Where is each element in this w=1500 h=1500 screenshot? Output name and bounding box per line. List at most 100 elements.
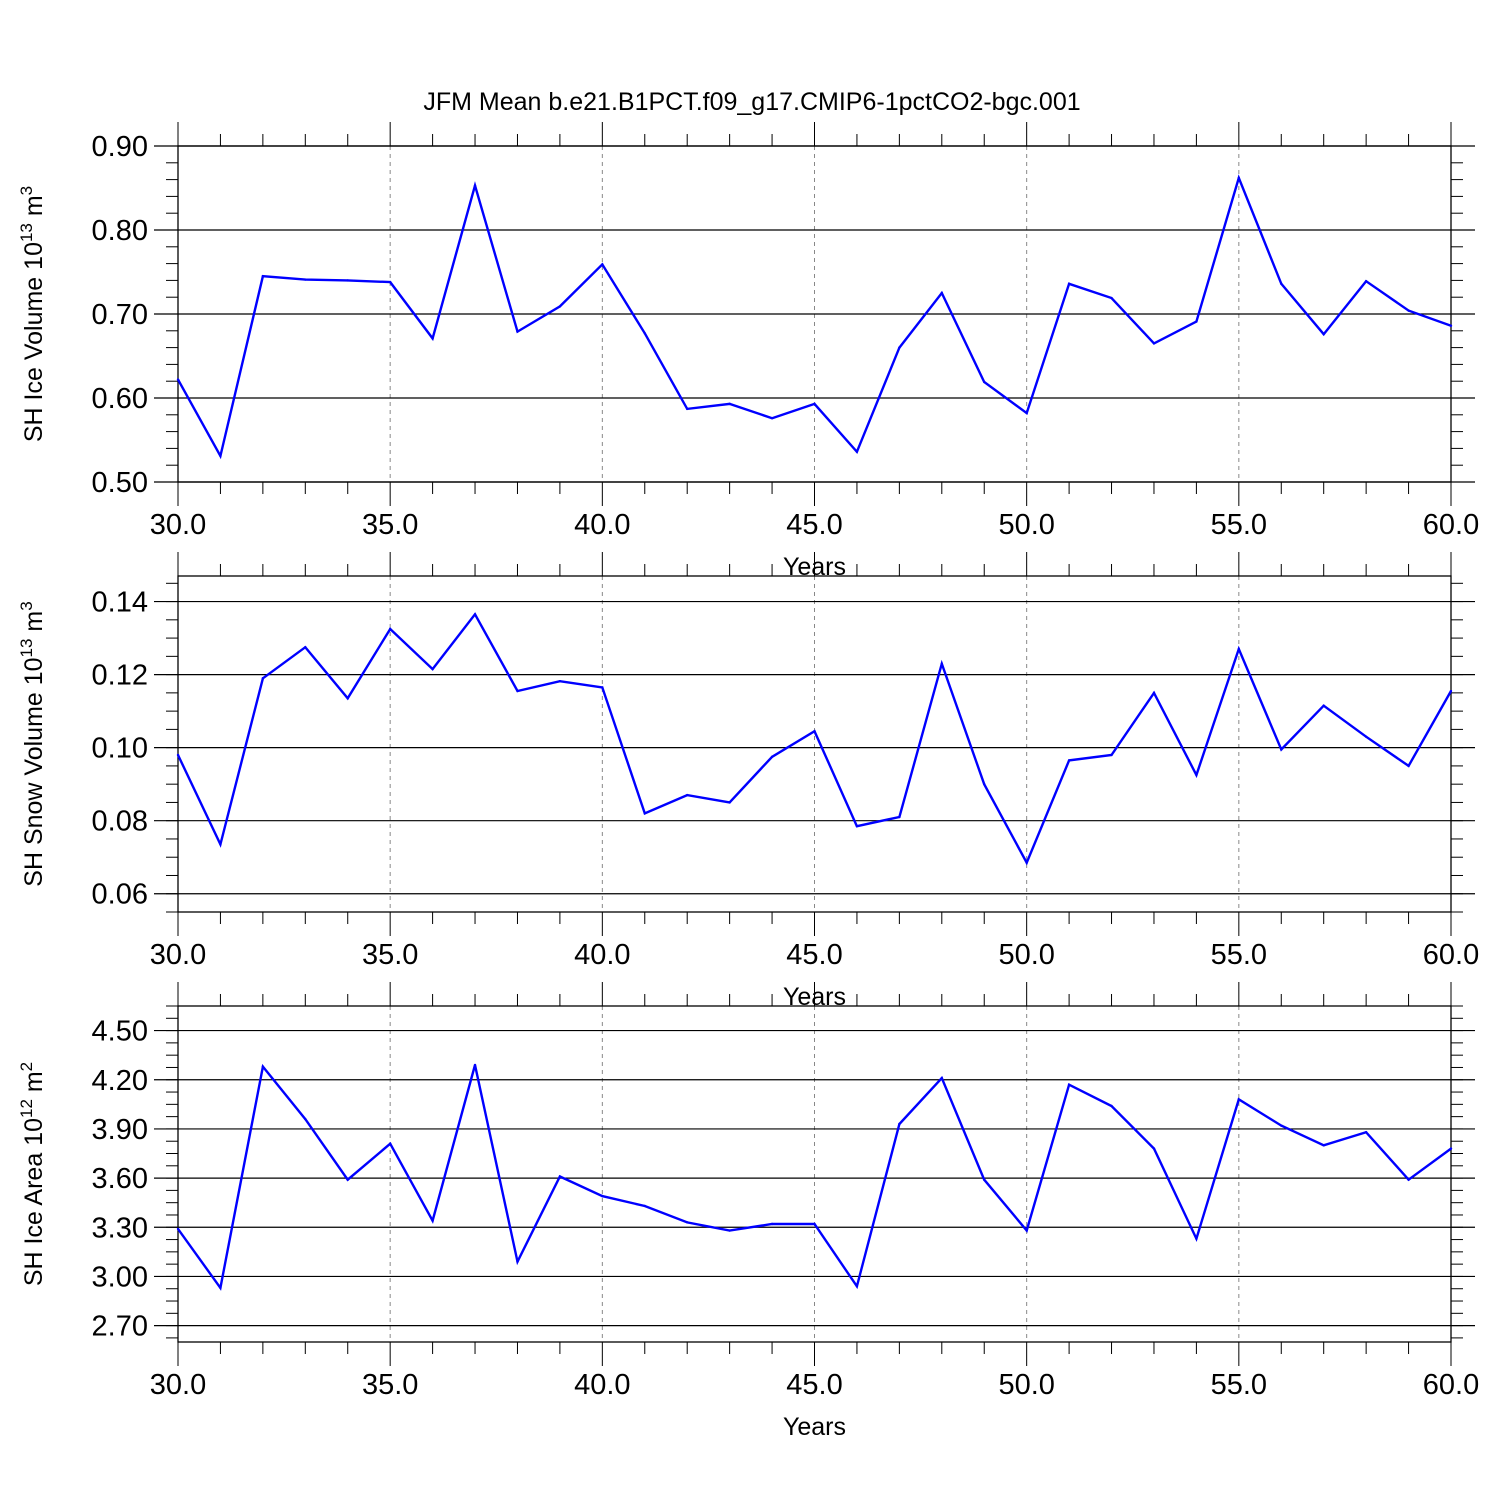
x-tick-label: 45.0 (786, 509, 842, 541)
y-tick-label: 0.90 (92, 131, 148, 163)
data-point (558, 679, 562, 683)
data-point (813, 730, 816, 733)
data-point (304, 1117, 307, 1121)
x-tick-label: 55.0 (1211, 939, 1267, 971)
data-point (1152, 342, 1156, 345)
data-point (1280, 748, 1283, 751)
x-tick-label: 30.0 (150, 1369, 206, 1401)
y-tick-label: 2.70 (92, 1311, 148, 1343)
x-tick-label: 40.0 (574, 509, 630, 541)
data-point (983, 782, 986, 786)
data-point (1449, 324, 1453, 327)
y-axis-title-exponent: 13 (17, 223, 36, 242)
x-tick-label: 40.0 (574, 939, 630, 971)
data-point (1237, 1098, 1241, 1101)
data-point (728, 402, 731, 406)
data-point (558, 1175, 562, 1178)
plot-frame (177, 575, 1452, 913)
data-point (983, 1178, 986, 1181)
y-tick-label: 0.14 (92, 587, 148, 619)
data-point (601, 686, 604, 689)
data-point (601, 1194, 604, 1198)
y-axis-title-unit-exponent: 3 (17, 601, 36, 610)
data-point (346, 1178, 349, 1181)
data-point (770, 1222, 774, 1226)
y-axis-title-exponent: 13 (17, 639, 36, 658)
data-point (643, 812, 646, 815)
data-point (601, 263, 604, 266)
data-point (1364, 1131, 1368, 1134)
data-point (176, 753, 180, 757)
y-tick-label: 3.90 (92, 1114, 148, 1146)
snow-volume-panel: 0.06 0.08 0.10 0.12 0.14 30.0 35.0 40.0 45.0 50.0… (17, 552, 1479, 1011)
data-point (219, 454, 222, 458)
data-point (431, 1219, 434, 1222)
data-point (1152, 691, 1156, 695)
data-point (1407, 764, 1410, 768)
data-point (176, 378, 180, 381)
data-point (1280, 1124, 1283, 1127)
data-point (1449, 1147, 1453, 1150)
data-point (770, 755, 774, 758)
data-point (940, 291, 943, 295)
data-point (898, 815, 901, 819)
x-tick-label: 30.0 (150, 939, 206, 971)
y-tick-label: 0.60 (92, 383, 148, 415)
x-axis-title: Years (783, 1413, 846, 1441)
data-point (1152, 1147, 1156, 1150)
y-axis-title: SH Ice Volume 1013 m3 (17, 186, 48, 442)
data-point (261, 677, 265, 680)
data-point (1364, 735, 1368, 738)
data-point (643, 1204, 646, 1208)
data-point (346, 697, 349, 700)
y-tick-label: 0.12 (92, 660, 148, 692)
y-tick-label: 0.06 (92, 879, 148, 911)
data-point (346, 279, 349, 282)
data-point (1364, 280, 1368, 283)
x-tick-label: 40.0 (574, 1369, 630, 1401)
data-point (516, 689, 519, 693)
data-point (1025, 1229, 1028, 1232)
data-point (940, 1076, 943, 1080)
data-point (1110, 753, 1113, 757)
data-point (813, 1222, 816, 1226)
x-tick-label: 60.0 (1423, 509, 1479, 541)
data-point (1025, 861, 1028, 864)
data-point (898, 1122, 901, 1126)
data-point (176, 1227, 180, 1231)
x-tick-label: 50.0 (998, 509, 1054, 541)
data-point (855, 450, 859, 453)
data-point (686, 1221, 689, 1224)
data-point (304, 278, 307, 281)
y-axis-title-unit: m (20, 1071, 48, 1099)
x-tick-label: 55.0 (1211, 509, 1267, 541)
data-point (643, 332, 646, 335)
y-axis-title-unit: m (20, 195, 48, 223)
y-tick-label: 0.80 (92, 215, 148, 247)
x-tick-label: 45.0 (786, 939, 842, 971)
x-tick-label: 60.0 (1423, 1369, 1479, 1401)
data-point (855, 824, 859, 828)
ice-volume-panel: 0.50 0.60 0.70 0.80 0.90 30.0 35.0 40.0 45.0 50.0… (17, 122, 1479, 581)
figure-title: JFM Mean b.e21.B1PCT.f09_g17.CMIP6-1pctC… (423, 88, 1080, 116)
data-point (1322, 704, 1325, 707)
y-tick-label: 4.50 (92, 1016, 148, 1048)
data-point (473, 613, 477, 616)
x-tick-label: 50.0 (998, 1369, 1054, 1401)
data-point (388, 1142, 392, 1145)
x-tick-label: 50.0 (998, 939, 1054, 971)
data-point (940, 662, 943, 665)
data-point (728, 801, 731, 804)
y-axis-title: SH Ice Area 1012 m2 (17, 1062, 48, 1286)
data-point (855, 1285, 859, 1288)
y-axis-title-text: SH Ice Area 10 (20, 1118, 48, 1286)
data-point (983, 380, 986, 384)
y-tick-label: 3.30 (92, 1212, 148, 1244)
y-axis-title-exponent: 12 (17, 1099, 36, 1118)
data-point (261, 275, 265, 278)
data-point (1195, 773, 1198, 777)
data-point (1237, 176, 1241, 180)
y-tick-label: 0.08 (92, 806, 148, 838)
y-tick-label: 4.20 (92, 1065, 148, 1097)
data-point (219, 1286, 222, 1290)
